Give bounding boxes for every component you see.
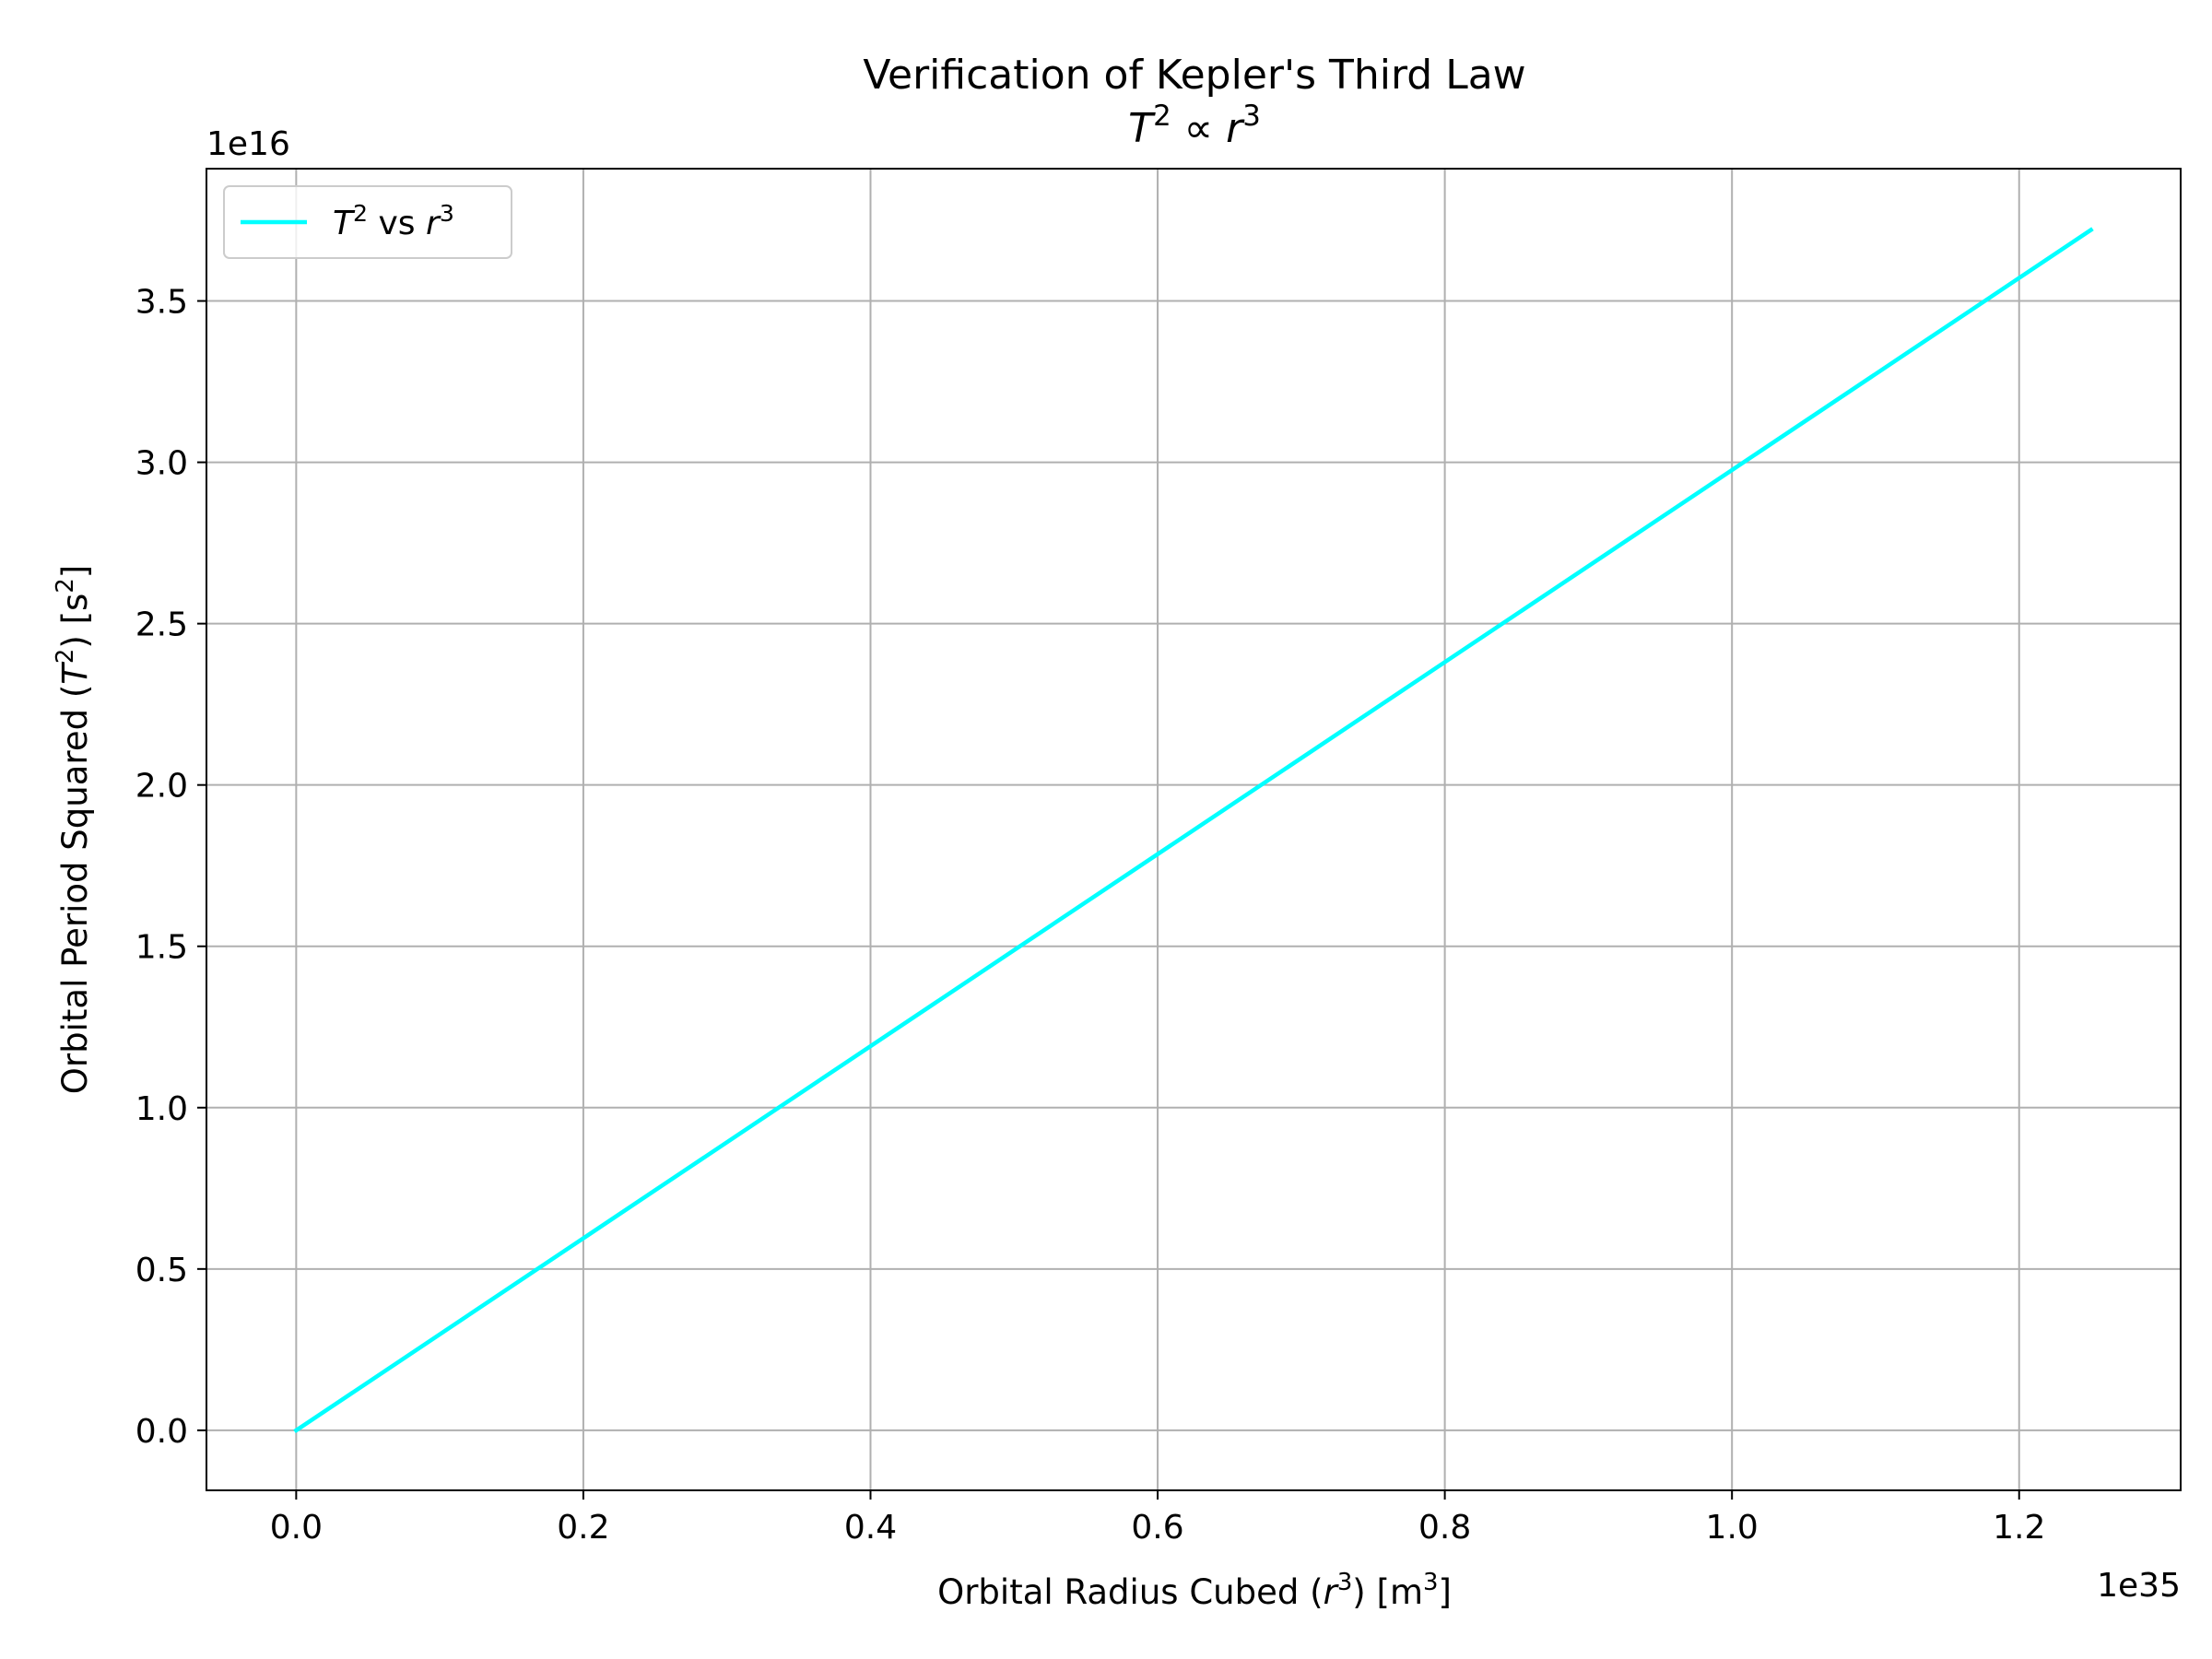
x-tick-label: 0.8 bbox=[1418, 1509, 1471, 1547]
y-tick-label: 1.5 bbox=[135, 929, 188, 967]
legend-label: T2 vs r3 bbox=[333, 200, 454, 243]
series-layer bbox=[293, 227, 2094, 1434]
x-tick-label: 0.6 bbox=[1131, 1509, 1183, 1547]
y-tick-label: 0.5 bbox=[135, 1252, 188, 1289]
x-tick-label: 1.2 bbox=[1993, 1509, 2045, 1547]
y-tick-label: 3.0 bbox=[135, 445, 188, 483]
chart-subtitle: T2 ∝ r3 bbox=[1128, 100, 1261, 152]
x-tick-label: 0.2 bbox=[557, 1509, 609, 1547]
y-axis-ticks: 0.0 0.5 1.0 1.5 2.0 2.5 3.0 3.5 bbox=[135, 284, 206, 1451]
chart-title: Verification of Kepler's Third Law bbox=[863, 52, 1525, 99]
x-tick-label: 0.0 bbox=[270, 1509, 323, 1547]
legend-box bbox=[223, 185, 512, 259]
y-tick-label: 2.0 bbox=[135, 768, 188, 806]
y-tick-label: 0.0 bbox=[135, 1413, 188, 1451]
x-axis-ticks: 0.0 0.2 0.4 0.6 0.8 1.0 1.2 bbox=[270, 1490, 2045, 1547]
y-tick-label: 2.5 bbox=[135, 606, 188, 644]
x-tick-label: 0.4 bbox=[844, 1509, 897, 1547]
y-tick-label: 3.5 bbox=[135, 284, 188, 322]
series-line bbox=[293, 227, 2094, 1434]
legend: T2 vs r3 bbox=[223, 185, 512, 259]
plot-area-frame bbox=[206, 168, 2182, 1491]
x-tick-label: 1.0 bbox=[1706, 1509, 1759, 1547]
y-axis-label: Orbital Period Squared (T2) [s2] bbox=[52, 565, 95, 1095]
x-offset-text: 1e35 bbox=[2097, 1567, 2181, 1605]
y-tick-label: 1.0 bbox=[135, 1090, 188, 1128]
x-axis-label: Orbital Radius Cubed (r3) [m3] bbox=[937, 1569, 1452, 1612]
y-offset-text: 1e16 bbox=[206, 125, 290, 163]
